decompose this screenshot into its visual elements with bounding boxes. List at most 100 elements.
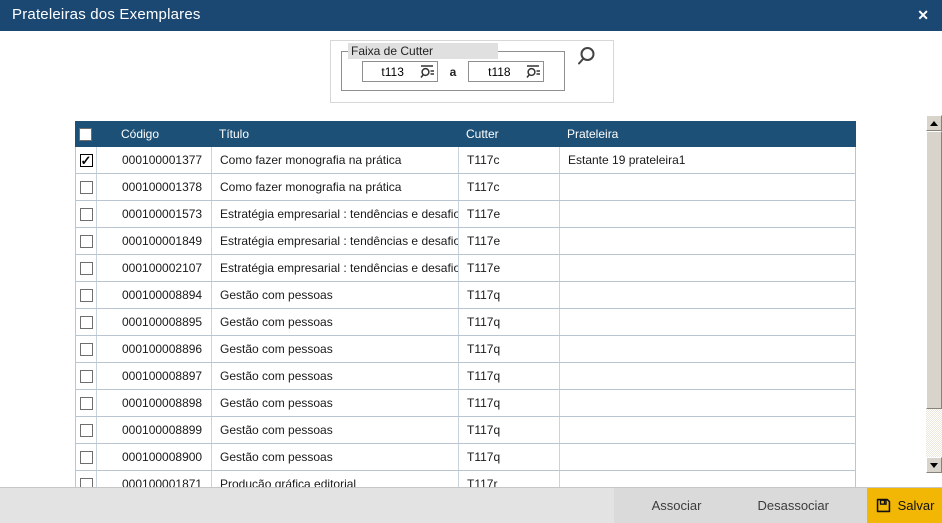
cell-cutter: T117c	[459, 174, 560, 200]
scroll-thumb[interactable]	[926, 131, 942, 409]
row-checkbox[interactable]	[79, 234, 93, 248]
cell-cutter: T117q	[459, 363, 560, 389]
cell-cutter: T117e	[459, 201, 560, 227]
cutter-to-input[interactable]	[468, 61, 545, 82]
row-checkbox[interactable]	[79, 450, 93, 464]
row-checkbox[interactable]	[79, 180, 93, 194]
table-row: 000100008894 Gestão com pessoas T117q	[75, 282, 856, 309]
cell-cutter: T117q	[459, 282, 560, 308]
save-floppy-icon	[875, 497, 892, 514]
lookup-magnifier-icon[interactable]	[526, 64, 541, 79]
cell-titulo: Gestão com pessoas	[212, 309, 459, 335]
table-row: 000100001377 Como fazer monografia na pr…	[75, 147, 856, 174]
cell-cutter: T117q	[459, 417, 560, 443]
row-checkbox-cell	[76, 444, 97, 470]
cell-titulo: Gestão com pessoas	[212, 390, 459, 416]
cell-prateleira	[560, 255, 856, 281]
header-cutter: Cutter	[466, 127, 499, 141]
cell-titulo: Produção gráfica editorial	[212, 471, 459, 487]
table-row: 000100008895 Gestão com pessoas T117q	[75, 309, 856, 336]
dialog-titlebar: Prateleiras dos Exemplares ✕	[0, 0, 942, 31]
cell-codigo: 000100002107	[97, 255, 212, 281]
table-row: 000100001378 Como fazer monografia na pr…	[75, 174, 856, 201]
table-row: 000100008898 Gestão com pessoas T117q	[75, 390, 856, 417]
cell-titulo: Gestão com pessoas	[212, 363, 459, 389]
cell-prateleira: Estante 19 prateleira1	[568, 153, 686, 167]
table-row: 000100008900 Gestão com pessoas T117q	[75, 444, 856, 471]
row-checkbox[interactable]	[79, 396, 93, 410]
associar-button[interactable]: Associar	[624, 498, 730, 513]
cell-titulo: Estratégia empresarial : tendências e de…	[212, 255, 459, 281]
row-checkbox-cell	[76, 390, 97, 416]
exemplares-table: Código Título Cutter Prateleira 00010000…	[75, 121, 856, 487]
table-row: 000100001573 Estratégia empresarial : te…	[75, 201, 856, 228]
cell-titulo: Estratégia empresarial : tendências e de…	[212, 228, 459, 254]
row-checkbox[interactable]	[79, 477, 93, 487]
header-titulo: Título	[219, 127, 250, 141]
arrow-down-icon	[930, 462, 938, 468]
row-checkbox-cell	[76, 471, 97, 487]
table-row: 000100001871 Produção gráfica editorial …	[75, 471, 856, 487]
table-row: 000100002107 Estratégia empresarial : te…	[75, 255, 856, 282]
select-all-checkbox[interactable]	[79, 127, 92, 141]
table-row: 000100008899 Gestão com pessoas T117q	[75, 417, 856, 444]
row-checkbox-cell	[76, 363, 97, 389]
cutter-range-label: Faixa de Cutter	[348, 43, 498, 59]
range-separator-label: a	[449, 64, 457, 79]
cutter-to-lookup	[468, 61, 545, 82]
row-checkbox[interactable]	[79, 288, 93, 302]
row-checkbox[interactable]	[79, 261, 93, 275]
row-checkbox[interactable]	[79, 207, 93, 221]
cell-prateleira	[560, 336, 856, 362]
search-icon[interactable]	[576, 46, 596, 66]
cell-cutter: T117q	[459, 444, 560, 470]
vertical-scrollbar[interactable]	[926, 115, 942, 473]
cutter-range-group: Faixa de Cutter a	[341, 43, 565, 91]
dialog-title: Prateleiras dos Exemplares	[12, 6, 201, 23]
row-checkbox[interactable]	[79, 153, 93, 169]
row-checkbox[interactable]	[79, 369, 93, 383]
cell-prateleira	[560, 363, 856, 389]
table-header: Código Título Cutter Prateleira	[75, 121, 856, 147]
row-checkbox[interactable]	[79, 315, 93, 329]
scroll-down-button[interactable]	[926, 457, 942, 473]
cell-codigo: 000100001377	[97, 147, 212, 173]
cell-codigo: 000100008899	[97, 417, 212, 443]
cell-titulo: Gestão com pessoas	[212, 282, 459, 308]
table-row: 000100001849 Estratégia empresarial : te…	[75, 228, 856, 255]
header-codigo: Código	[121, 127, 160, 141]
cell-cutter: T117c	[459, 147, 560, 173]
cell-prateleira	[560, 174, 856, 200]
row-checkbox[interactable]	[79, 342, 93, 356]
cell-prateleira	[560, 201, 856, 227]
cell-titulo: Estratégia empresarial : tendências e de…	[212, 201, 459, 227]
salvar-label: Salvar	[897, 498, 935, 513]
cell-codigo: 000100008896	[97, 336, 212, 362]
footer-actions: Associar Desassociar	[613, 488, 867, 523]
cell-prateleira	[560, 471, 856, 487]
row-checkbox-cell	[76, 255, 97, 281]
cell-titulo: Gestão com pessoas	[212, 417, 459, 443]
row-checkbox-cell	[76, 309, 97, 335]
cell-titulo: Como fazer monografia na prática	[212, 174, 459, 200]
cutter-from-input[interactable]	[361, 61, 438, 82]
row-checkbox[interactable]	[79, 423, 93, 437]
desassociar-button[interactable]: Desassociar	[729, 498, 857, 513]
row-checkbox-cell	[76, 336, 97, 362]
lookup-magnifier-icon[interactable]	[420, 64, 435, 79]
cell-titulo: Gestão com pessoas	[212, 444, 459, 470]
cell-cutter: T117q	[459, 390, 560, 416]
cutter-from-lookup	[361, 61, 438, 82]
cell-prateleira	[560, 390, 856, 416]
scroll-up-button[interactable]	[926, 115, 942, 131]
row-checkbox-cell	[76, 282, 97, 308]
table-body: 000100001377 Como fazer monografia na pr…	[75, 147, 856, 487]
table-row: 000100008896 Gestão com pessoas T117q	[75, 336, 856, 363]
cell-codigo: 000100008898	[97, 390, 212, 416]
cell-cutter: T117q	[459, 336, 560, 362]
close-icon[interactable]: ✕	[917, 7, 929, 23]
arrow-up-icon	[930, 120, 938, 126]
cell-prateleira	[560, 228, 856, 254]
cell-cutter: T117e	[459, 228, 560, 254]
salvar-button[interactable]: Salvar	[867, 488, 942, 523]
